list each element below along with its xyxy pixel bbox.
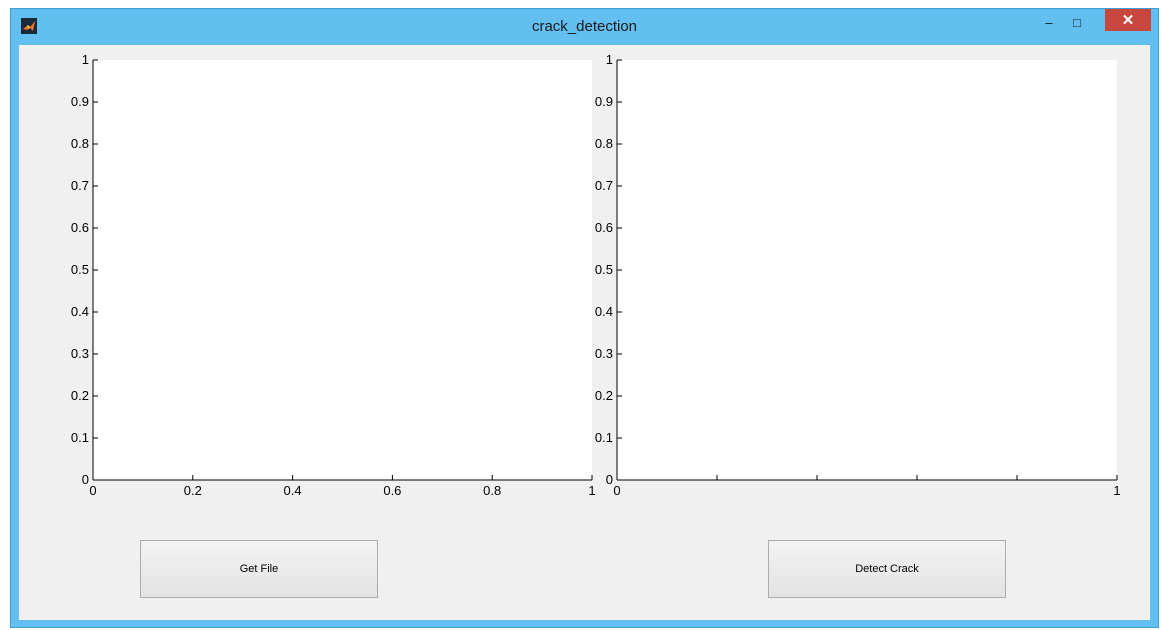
right-ytick-label: 0.2 [594,388,613,403]
right-ytick-label: 0 [605,472,613,487]
left-ytick-label: 0.9 [70,94,89,109]
right-ytick-label: 0.7 [594,178,613,193]
left-xtick-label: 1 [588,483,596,498]
window-title: crack_detection [531,18,638,35]
get-file-button[interactable]: Get File [140,540,378,598]
figure-client-area: Get File Detect Crack 0 0.1 0.2 0.3 0.4 0.5 0.… [19,45,1150,620]
right-axis-lines [616,59,1118,481]
right-ytick-label: 0.5 [594,262,613,277]
detect-crack-button[interactable]: Detect Crack [768,540,1006,598]
right-ytick-label: 1 [605,52,613,67]
right-ytick-label: 0.3 [594,346,613,361]
right-ytick-label: 0.9 [594,94,613,109]
axes-right[interactable] [616,59,1118,481]
left-ytick-label: 0 [81,472,89,487]
minimize-button[interactable]: – [1045,14,1053,30]
right-ytick-label: 0.8 [594,136,613,151]
left-ytick-label: 0.8 [70,136,89,151]
matlab-logo-icon [21,18,37,34]
left-xtick-label: 0.2 [183,483,202,498]
close-button[interactable]: ✕ [1105,9,1151,31]
left-xtick-label: 0 [89,483,97,498]
right-ytick-label: 0.6 [594,220,613,235]
left-ytick-label: 0.2 [70,388,89,403]
left-ytick-label: 0.7 [70,178,89,193]
left-ytick-label: 1 [81,52,89,67]
right-ytick-label: 0.1 [594,430,613,445]
maximize-button[interactable]: □ [1073,14,1081,30]
left-ytick-label: 0.1 [70,430,89,445]
axes-left[interactable] [92,59,593,481]
right-xtick-label: 0 [613,483,621,498]
right-ytick-label: 0.4 [594,304,613,319]
right-xtick-label: 1 [1113,483,1121,498]
figure-window: crack_detection – □ ✕ Get File Detect Cr… [10,8,1159,628]
left-ytick-label: 0.6 [70,220,89,235]
desktop-background-top [0,0,1161,8]
title-bar[interactable]: crack_detection – □ ✕ [11,9,1158,45]
left-ytick-label: 0.4 [70,304,89,319]
left-xtick-label: 0.4 [283,483,302,498]
left-xtick-label: 0.8 [483,483,502,498]
left-ytick-label: 0.3 [70,346,89,361]
desktop-background-left [0,0,12,630]
left-ytick-label: 0.5 [70,262,89,277]
left-axis-lines [92,59,593,481]
left-xtick-label: 0.6 [383,483,402,498]
